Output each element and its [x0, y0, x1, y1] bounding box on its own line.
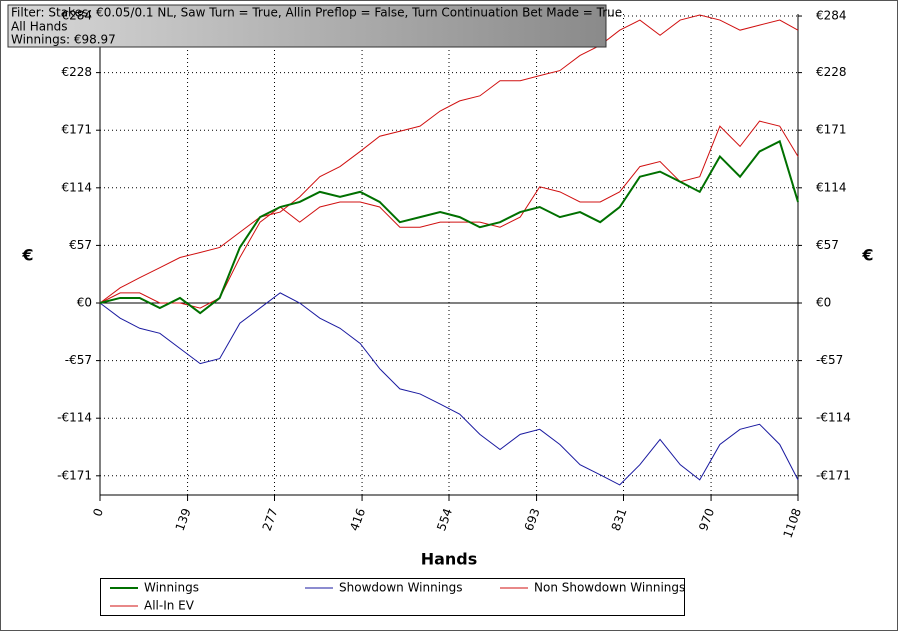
- x-tick-label: 0: [90, 506, 106, 518]
- y-tick-label: -€114: [57, 411, 92, 425]
- series-line: [99, 14, 799, 304]
- y-tick-label: -€57: [65, 353, 92, 367]
- filter-box: [7, 4, 607, 48]
- y2-axis-title: €: [861, 246, 873, 265]
- legend-label: Winnings: [144, 581, 199, 595]
- y2-tick-label: -€171: [816, 468, 851, 482]
- x-axis-title: Hands: [421, 550, 478, 569]
- y2-tick-label: €228: [816, 65, 847, 79]
- legend-label: Showdown Winnings: [339, 581, 463, 595]
- y-tick-label: €57: [69, 238, 92, 252]
- legend: [100, 578, 685, 616]
- y-tick-label: €228: [61, 65, 92, 79]
- y-tick-label: -€171: [57, 468, 92, 482]
- y2-tick-label: €114: [816, 180, 847, 194]
- filter-text: Winnings: €98.97: [11, 33, 116, 47]
- y2-tick-label: -€114: [816, 411, 851, 425]
- y2-tick-label: €284: [816, 9, 847, 23]
- y-axis-title: €: [21, 246, 33, 265]
- y-tick-label: €171: [61, 123, 92, 137]
- filter-text: Filter: Stakes: €0.05/0.1 NL, Saw Turn =…: [11, 6, 622, 20]
- legend-label: Non Showdown Winnings: [534, 581, 685, 595]
- legend-label: All-In EV: [144, 599, 195, 613]
- y2-tick-label: €57: [816, 238, 839, 252]
- y2-tick-label: -€57: [816, 353, 843, 367]
- series-line: [99, 292, 799, 486]
- filter-text: All Hands: [11, 20, 68, 34]
- y-tick-label: €284: [61, 9, 92, 23]
- series-line: [99, 139, 799, 315]
- y2-tick-label: €0: [816, 296, 831, 310]
- y-tick-label: €0: [77, 296, 92, 310]
- y-tick-label: €114: [61, 180, 92, 194]
- y2-tick-label: €171: [816, 123, 847, 137]
